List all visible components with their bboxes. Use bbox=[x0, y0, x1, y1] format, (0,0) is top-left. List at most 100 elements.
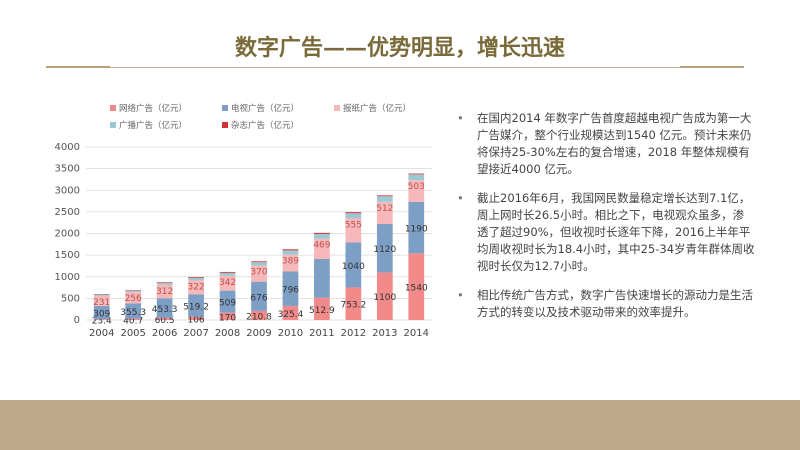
bar-2 bbox=[408, 180, 425, 202]
bullet-text: 相比传统广告方式，数字广告快速增长的源动力是生活方式的转变以及技术驱动带来的效率… bbox=[477, 288, 753, 319]
bar-2 bbox=[156, 284, 173, 299]
data-label: 469 bbox=[313, 241, 330, 251]
bar-2 bbox=[345, 218, 362, 243]
bar-4 bbox=[376, 195, 393, 197]
bar-4 bbox=[282, 249, 299, 251]
bullet-list: • 在国内2014 年数字广告首度超越电视广告成为第一大广告媒介，整个行业规模达… bbox=[455, 110, 755, 333]
x-tick-label: 2006 bbox=[152, 328, 177, 339]
y-tick-label: 500 bbox=[61, 293, 80, 304]
page-title: 数字广告——优势明显，增长迅速 bbox=[234, 35, 565, 61]
ad-revenue-chart: 0 500 1000 1500 2000 2500 3000 3500 4000 网络广告（亿元）… bbox=[55, 103, 432, 339]
bar-0 bbox=[251, 310, 267, 320]
bar-0 bbox=[376, 272, 393, 320]
bar-3 bbox=[188, 277, 204, 281]
data-label: 503 bbox=[408, 182, 425, 192]
bar-1 bbox=[125, 303, 142, 319]
legend-label: 杂志广告（亿元） bbox=[231, 120, 299, 131]
bullet-text: 在国内2014 年数字广告首度超越电视广告成为第一大广告媒介，整个行业规模达到1… bbox=[477, 111, 752, 176]
y-tick-label: 3000 bbox=[55, 185, 80, 196]
legend-label: 网络广告（亿元） bbox=[119, 103, 187, 114]
title-rule bbox=[110, 67, 680, 68]
footer-band bbox=[0, 400, 800, 450]
bar-4 bbox=[125, 290, 142, 291]
bar-2 bbox=[376, 201, 393, 224]
data-label: 370 bbox=[250, 268, 267, 278]
data-label: 312 bbox=[156, 287, 173, 297]
bullet-icon: • bbox=[457, 288, 464, 302]
bar-3 bbox=[251, 262, 267, 266]
data-label: 322 bbox=[187, 282, 204, 292]
bar-0 bbox=[314, 297, 330, 320]
x-tick-label: 2010 bbox=[278, 328, 303, 339]
x-tick-label: 2008 bbox=[215, 328, 240, 339]
data-label: 796 bbox=[282, 286, 299, 296]
bar-0 bbox=[93, 319, 110, 320]
bar-3 bbox=[282, 250, 299, 255]
bar-1 bbox=[188, 294, 204, 317]
bar-1 bbox=[282, 271, 299, 306]
bar-4 bbox=[188, 276, 204, 278]
bar-1 bbox=[219, 290, 236, 313]
bar-3 bbox=[219, 272, 236, 276]
x-tick-label: 2014 bbox=[404, 328, 429, 339]
bar-2 bbox=[314, 238, 330, 259]
bullet-icon: • bbox=[457, 191, 464, 205]
bar-0 bbox=[156, 317, 173, 320]
bar-0 bbox=[188, 316, 204, 320]
data-label: 40.7 bbox=[123, 316, 143, 326]
data-label: 256 bbox=[125, 294, 142, 304]
bar-1 bbox=[408, 201, 425, 254]
bar-2 bbox=[251, 265, 267, 282]
bar-3 bbox=[345, 213, 362, 219]
data-label: 106 bbox=[187, 315, 204, 325]
data-label: 512.9 bbox=[309, 306, 335, 316]
y-tick-label: 1500 bbox=[55, 250, 80, 261]
data-label: 210.8 bbox=[246, 312, 272, 322]
legend-swatch bbox=[222, 105, 228, 111]
data-label: 309 bbox=[93, 309, 110, 319]
bullet-text: 截止2016年6月，我国网民数量稳定增长达到7.1亿，周上网时长26.5小时。相… bbox=[477, 191, 755, 273]
data-label: 509 bbox=[219, 299, 236, 309]
bar-4 bbox=[251, 261, 267, 263]
y-tick-label: 0 bbox=[74, 315, 80, 326]
data-label: 342 bbox=[219, 278, 236, 288]
bar-3 bbox=[408, 174, 425, 181]
data-label: 676 bbox=[250, 293, 267, 303]
bar-3 bbox=[93, 294, 110, 296]
bar-2 bbox=[93, 295, 110, 306]
legend-swatch bbox=[110, 105, 116, 111]
data-label: 512 bbox=[376, 204, 393, 214]
bar-4 bbox=[314, 232, 330, 234]
y-tick-label: 3500 bbox=[55, 164, 80, 175]
title-rule-right bbox=[680, 66, 744, 68]
data-label: 325.4 bbox=[278, 310, 304, 320]
bar-2 bbox=[188, 280, 204, 295]
data-label: 555 bbox=[345, 220, 362, 230]
legend-label: 广播广告（亿元） bbox=[119, 120, 187, 131]
bar-2 bbox=[219, 275, 236, 291]
x-tick-label: 2011 bbox=[309, 328, 334, 339]
data-label: 519.2 bbox=[183, 302, 209, 312]
x-tick-label: 2005 bbox=[120, 328, 145, 339]
bar-1 bbox=[251, 281, 267, 311]
x-tick-label: 2009 bbox=[246, 328, 271, 339]
legend-label: 电视广告（亿元） bbox=[231, 103, 299, 114]
data-label: 231 bbox=[93, 298, 110, 308]
bar-4 bbox=[156, 282, 173, 283]
bar-0 bbox=[345, 287, 362, 320]
data-label: 170 bbox=[219, 313, 236, 323]
data-label: 23.4 bbox=[92, 317, 112, 327]
data-label: 60.5 bbox=[155, 316, 175, 326]
bullet-icon: • bbox=[457, 111, 464, 125]
bullet-item: • 相比传统广告方式，数字广告快速增长的源动力是生活方式的转变以及技术驱动带来的… bbox=[455, 287, 755, 321]
bar-1 bbox=[156, 298, 173, 318]
data-label: 753.2 bbox=[340, 301, 366, 311]
bar-0 bbox=[219, 312, 236, 320]
y-tick-label: 2500 bbox=[55, 207, 80, 218]
bar-3 bbox=[125, 290, 142, 293]
y-tick-label: 2000 bbox=[55, 229, 80, 240]
legend-swatch bbox=[110, 122, 116, 128]
bar-1 bbox=[345, 242, 362, 288]
legend-label: 报纸广告（亿元） bbox=[343, 103, 411, 114]
data-label: 1190 bbox=[405, 225, 428, 235]
